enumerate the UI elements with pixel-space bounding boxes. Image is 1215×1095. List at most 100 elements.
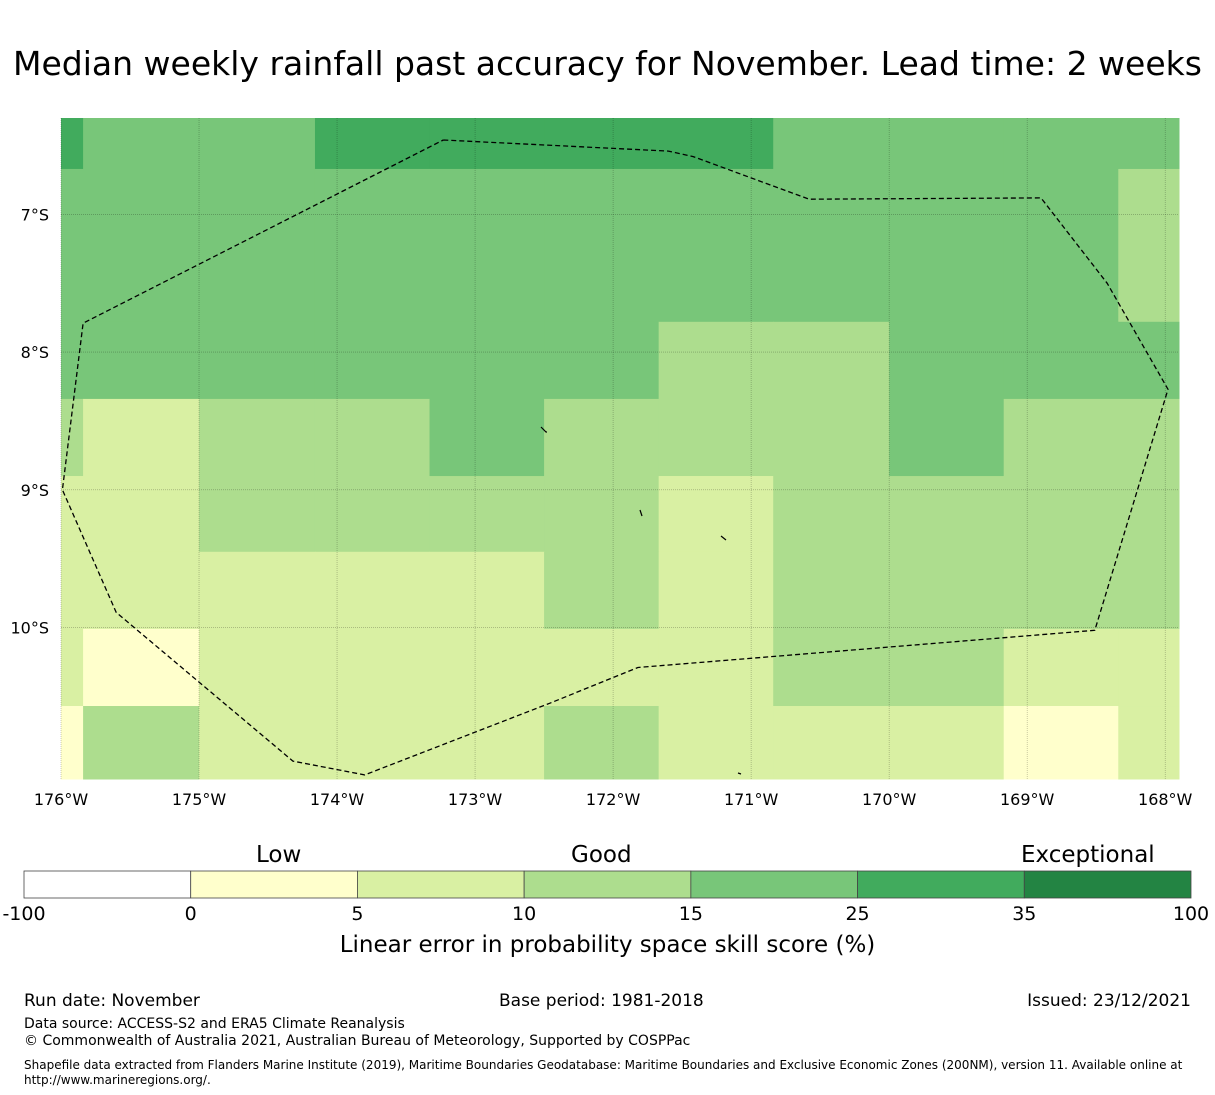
- lat-tick-label: 9°S: [21, 481, 49, 500]
- grid-cell: [429, 398, 545, 477]
- grid-cell: [429, 321, 545, 400]
- grid-cell: [544, 118, 660, 170]
- grid-cell: [199, 168, 316, 323]
- grid-cell: [773, 706, 890, 780]
- colorbar-tick-label: 10: [512, 903, 536, 925]
- grid-cell: [61, 476, 84, 553]
- grid-cell: [61, 398, 84, 477]
- grid-cell: [314, 551, 431, 630]
- lon-tick-label: 171°W: [724, 790, 779, 809]
- grid-cell: [429, 706, 545, 780]
- grid-cell: [199, 321, 316, 400]
- map-title: Median weekly rainfall past accuracy for…: [13, 44, 1202, 83]
- island-outlines: [540, 426, 742, 775]
- grid-cell: [61, 321, 84, 400]
- grid-cell: [1118, 118, 1180, 170]
- grid-cell: [1118, 398, 1180, 477]
- skill-grid: [61, 118, 1180, 780]
- island-mark: [737, 772, 742, 775]
- grid-cell: [658, 551, 774, 630]
- colorbar-bin: [357, 870, 525, 899]
- grid-cell: [544, 706, 660, 780]
- colorbar-bin: [523, 870, 692, 899]
- grid-cell: [773, 118, 890, 170]
- grid-cell: [658, 321, 774, 400]
- grid-cell: [61, 706, 84, 780]
- grid-cell: [544, 398, 660, 477]
- grid-cell: [199, 628, 316, 707]
- grid-cell: [889, 551, 1005, 630]
- grid-cell: [889, 706, 1005, 780]
- grid-cell: [544, 476, 660, 553]
- grid-cell: [773, 321, 890, 400]
- grid-cell: [1003, 398, 1119, 477]
- colorbar-label-good: Good: [571, 842, 632, 868]
- grid-cell: [889, 476, 1005, 553]
- grid-cell: [314, 476, 431, 553]
- grid-cell: [83, 168, 200, 323]
- grid-cell: [83, 321, 200, 400]
- grid-cell: [199, 476, 316, 553]
- grid-cell: [773, 551, 890, 630]
- colorbar-bin: [1023, 870, 1192, 899]
- data-source: Data source: ACCESS-S2 and ERA5 Climate …: [24, 1016, 405, 1032]
- colorbar: -100 0 5 10 15 25 35 100: [2, 870, 1209, 925]
- island-mark: [720, 535, 727, 541]
- grid-cell: [199, 551, 316, 630]
- colorbar-bin: [690, 870, 858, 899]
- lon-tick-label: 172°W: [586, 790, 641, 809]
- grid-cell: [314, 168, 431, 323]
- grid-cell: [1118, 168, 1180, 323]
- grid-cell: [1003, 706, 1119, 780]
- grid-cell: [314, 118, 431, 170]
- grid-cell: [773, 168, 890, 323]
- island-mark: [540, 426, 547, 433]
- colorbar-axis-label: Linear error in probability space skill …: [339, 932, 876, 958]
- grid-cell: [658, 398, 774, 477]
- grid-cell: [1003, 551, 1119, 630]
- grid-cell: [314, 706, 431, 780]
- grid-cell: [61, 551, 84, 630]
- run-date: Run date: November: [24, 991, 200, 1011]
- grid-cell: [199, 118, 316, 170]
- graticule: [60, 118, 1179, 779]
- colorbar-tick-label: 15: [679, 903, 703, 925]
- lat-tick-label: 8°S: [21, 343, 49, 362]
- grid-cell: [429, 168, 545, 323]
- grid-cell: [1118, 321, 1180, 400]
- grid-cell: [658, 476, 774, 553]
- grid-cell: [1003, 628, 1119, 707]
- grid-cell: [314, 628, 431, 707]
- grid-cell: [61, 118, 84, 170]
- grid-cell: [1003, 321, 1119, 400]
- grid-cell: [1003, 168, 1119, 323]
- colorbar-bin: [857, 870, 1025, 899]
- lon-tick-label: 173°W: [448, 790, 503, 809]
- grid-cell: [773, 398, 890, 477]
- grid-cell: [314, 321, 431, 400]
- grid-cell: [429, 628, 545, 707]
- colorbar-tick-label: 25: [845, 903, 869, 925]
- grid-cell: [658, 168, 774, 323]
- grid-cell: [429, 476, 545, 553]
- colorbar-label-exceptional: Exceptional: [1021, 842, 1155, 868]
- grid-cell: [658, 706, 774, 780]
- grid-cell: [889, 168, 1005, 323]
- grid-cell: [1003, 118, 1119, 170]
- grid-cell: [1003, 476, 1119, 553]
- grid-cell: [544, 628, 660, 707]
- grid-cell: [83, 628, 200, 707]
- island-mark: [639, 509, 643, 517]
- grid-cell: [83, 398, 200, 477]
- colorbar-tick-label: -100: [2, 903, 45, 925]
- lat-tick-label: 10°S: [10, 619, 49, 638]
- grid-cell: [658, 628, 774, 707]
- grid-cell: [889, 398, 1005, 477]
- base-period: Base period: 1981-2018: [499, 991, 704, 1011]
- grid-cell: [83, 706, 200, 780]
- issued-date: Issued: 23/12/2021: [1027, 991, 1191, 1011]
- lon-tick-label: 176°W: [34, 790, 89, 809]
- colorbar-tick-label: 5: [351, 903, 363, 925]
- grid-cell: [61, 168, 84, 323]
